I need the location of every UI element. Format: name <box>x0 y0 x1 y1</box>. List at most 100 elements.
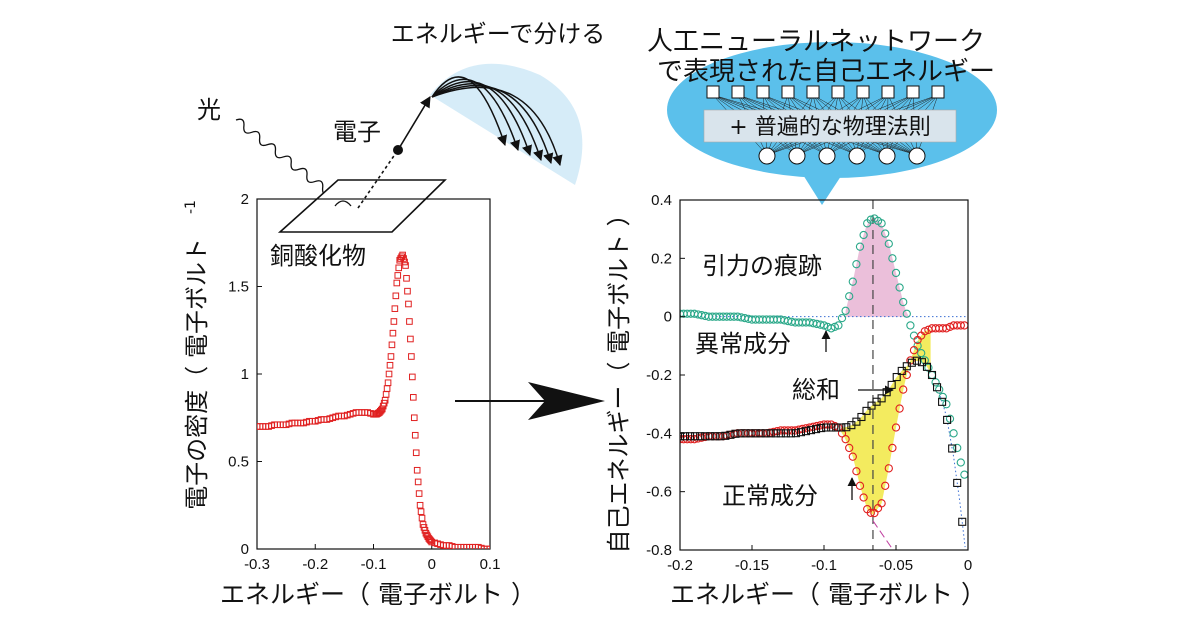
sum-data-point <box>786 429 795 438</box>
sum-data-point <box>776 429 785 438</box>
sum-data-point <box>736 429 745 438</box>
sum-data-point <box>711 432 720 441</box>
anomalous-data-point <box>902 309 911 318</box>
normal-data-point <box>891 423 901 432</box>
normal-data-point <box>960 321 968 330</box>
anomalous-data-point <box>917 348 926 358</box>
normal-data-point <box>881 481 890 490</box>
right-x-tick-label: -0.05 <box>879 557 913 574</box>
left-data-point <box>410 414 418 422</box>
left-y-tick-label: 1 <box>241 366 249 383</box>
right-y-tick-label: -0.2 <box>646 367 672 384</box>
left-data-point <box>390 318 398 325</box>
anomalous-data-point <box>945 414 955 423</box>
left-data-point <box>411 431 419 439</box>
right-chart: -0.2 -0.15 -0.1 -0.05 0 -0.8 -0.6 -0.4 -0.2 0 0.2 0… <box>605 192 986 609</box>
left-x-tick-label: 0 <box>428 556 436 573</box>
network-title-line1: 人工ニューラルネットワーク <box>647 27 985 57</box>
left-data-point <box>416 501 424 509</box>
left-data-point <box>401 258 408 266</box>
left-x-tick-label: 0.1 <box>480 556 501 573</box>
anomalous-data-point <box>920 356 929 365</box>
sum-data-point <box>842 423 851 432</box>
anomalous-data-point <box>834 321 843 330</box>
right-axis-ticks: -0.2 -0.15 -0.1 -0.05 0 -0.8 -0.6 -0.4 -0.2 0 0.2 0… <box>646 192 972 574</box>
sum-data-point <box>877 394 886 403</box>
left-chart: -0.3 -0.2 -0.1 0 0.1 0 0.5 1 1.5 2 エネルギー（ 電子ボルト ）… <box>183 191 536 609</box>
normal-data-point <box>920 327 929 336</box>
sum-data-point <box>756 429 765 438</box>
network-input-node <box>931 85 945 99</box>
anomalous-data-point <box>942 400 951 409</box>
left-y-tick-label: 2 <box>241 191 249 208</box>
left-y-axis-label: 電子の密度（ 電子ボルト <box>183 238 211 510</box>
left-data-point <box>415 490 423 497</box>
anomalous-data-point <box>830 322 839 332</box>
material-plane <box>277 179 447 233</box>
left-data-point <box>393 279 401 287</box>
fan-arc <box>431 83 544 161</box>
network-input-node <box>706 85 720 99</box>
left-x-tick-label: -0.2 <box>302 556 328 573</box>
sum-data-point <box>791 429 800 438</box>
right-y-tick-label: 0 <box>664 309 672 326</box>
sum-annotation: 総和 <box>792 376 840 404</box>
anomalous-data-point <box>848 277 857 286</box>
fan-arc <box>431 76 507 146</box>
sum-data-point <box>922 362 932 371</box>
sum-data-point <box>912 356 921 365</box>
left-data-point <box>427 537 435 545</box>
bubble-group: + 普遍的な物理法則 人工ニューラルネットワーク で表現された自己エネルギー <box>647 27 997 205</box>
network-input-node <box>881 85 895 99</box>
sum-data-point <box>837 423 846 432</box>
left-data-point <box>409 373 416 381</box>
physics-label: + 普遍的な物理法則 <box>729 115 930 140</box>
left-data-point <box>382 391 390 398</box>
normal-data-point <box>899 385 908 394</box>
sum-data-point <box>948 444 957 453</box>
sum-data-point <box>852 417 861 426</box>
left-data-point <box>412 449 420 457</box>
electron-label: 電子 <box>333 118 381 146</box>
photoemission-illustration: 光 電子 銅酸化物 <box>197 96 447 270</box>
sum-data-point <box>917 358 926 367</box>
transition-arrow <box>455 382 605 420</box>
sum-data-point <box>932 383 942 392</box>
normal-data-point <box>884 464 893 473</box>
left-y-tick-label: 0 <box>241 541 249 558</box>
left-data-marks <box>257 251 490 549</box>
normal-data-point <box>895 404 904 413</box>
anomalous-data-point <box>837 313 847 323</box>
normal-data-point <box>848 452 857 461</box>
right-x-tick-label: -0.2 <box>667 557 693 574</box>
right-y-tick-label: -0.4 <box>646 425 672 442</box>
sum-data-point <box>862 406 871 415</box>
network-input-node <box>756 85 770 99</box>
sum-data-point <box>958 517 967 526</box>
network-input-node <box>806 85 820 99</box>
left-data-point <box>414 478 422 486</box>
anomalous-data-point <box>819 321 829 330</box>
left-data-point <box>394 272 402 279</box>
sum-data-point <box>801 427 811 436</box>
sum-data-point <box>680 432 685 441</box>
sum-data-point <box>716 432 725 441</box>
material-wave <box>334 200 352 207</box>
sum-data-point <box>927 370 937 380</box>
normal-data-point <box>902 370 911 380</box>
electron-arrow <box>397 96 431 151</box>
fan-arcs <box>431 76 563 167</box>
left-data-point <box>392 292 400 300</box>
right-x-tick-label: -0.1 <box>811 557 837 574</box>
sum-data-point <box>953 478 962 487</box>
anomalous-data-point <box>852 260 861 269</box>
left-data-point <box>406 318 413 325</box>
light-label: 光 <box>197 96 221 124</box>
left-data-point <box>408 353 415 360</box>
right-area-fills <box>841 218 947 515</box>
left-data-point <box>410 394 417 401</box>
left-data-point <box>377 406 385 414</box>
left-data-point <box>402 262 409 269</box>
anomalous-data-point <box>927 370 937 380</box>
